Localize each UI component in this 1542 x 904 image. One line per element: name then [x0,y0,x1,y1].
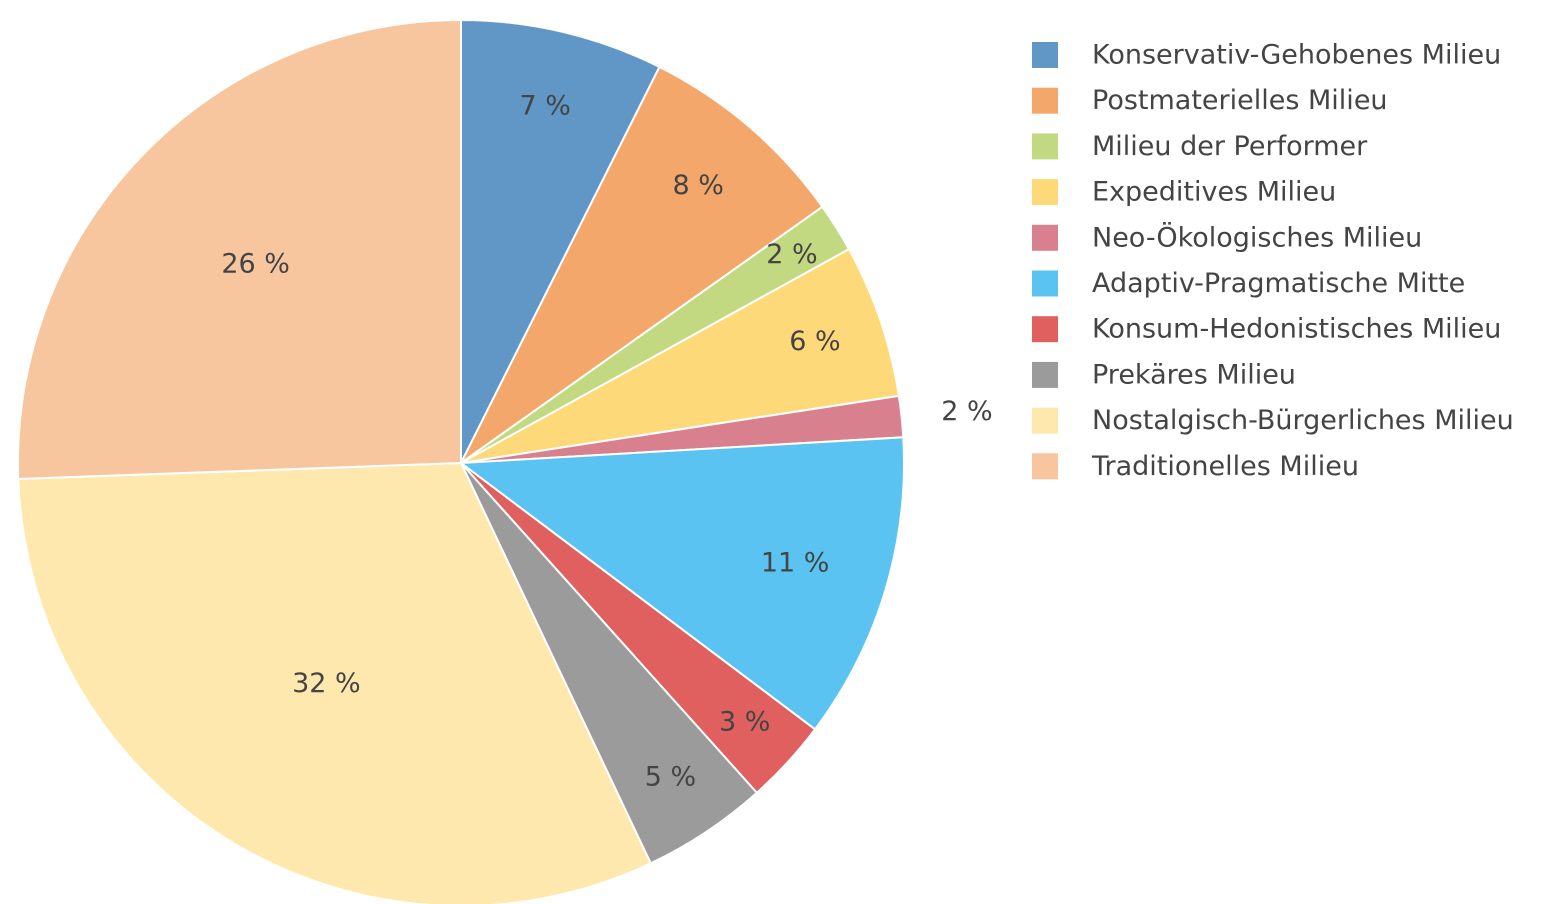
slice-label: 7 % [520,90,571,121]
legend-swatch [1032,224,1058,251]
legend-swatch [1032,133,1058,160]
legend-label: Adaptiv-Pragmatische Mitte [1092,268,1465,299]
legend-label: Konsum-Hedonistisches Milieu [1092,314,1501,345]
legend-swatch [1032,361,1058,388]
legend-swatch [1032,42,1058,68]
slice-label: 2 % [941,396,992,427]
legend-label: Expeditives Milieu [1092,177,1336,208]
legend-swatch [1032,270,1058,297]
legend-swatch [1032,87,1058,114]
pie-slice [460,18,661,464]
legend-label: Nostalgisch-Bürgerliches Milieu [1092,405,1514,436]
legend-label: Postmaterielles Milieu [1092,85,1388,116]
legend-swatch [1032,407,1058,434]
legend-swatch [1032,316,1058,343]
legend-swatch [1032,453,1058,480]
pie-slice [460,65,824,464]
legend-label: Milieu der Performer [1092,131,1368,162]
slice-label: 26 % [221,248,290,279]
slice-label: 5 % [645,762,696,793]
slice-label: 32 % [292,668,361,699]
legend-label: Prekäres Milieu [1092,359,1296,390]
pie-slice [17,18,462,481]
slice-label: 6 % [789,326,840,357]
legend-label: Konservativ-Gehobenes Milieu [1092,40,1501,71]
slice-label: 3 % [719,707,770,738]
legend-label: Neo-Ökologisches Milieu [1092,221,1422,253]
pie-slice [460,247,901,464]
legend-label: Traditionelles Milieu [1091,451,1359,482]
slice-label: 2 % [766,239,817,270]
slice-label: 8 % [672,170,723,201]
legend-swatch [1032,179,1058,206]
slice-label: 11 % [761,547,830,578]
pie-slice [17,461,653,904]
pie-slice [458,436,905,731]
